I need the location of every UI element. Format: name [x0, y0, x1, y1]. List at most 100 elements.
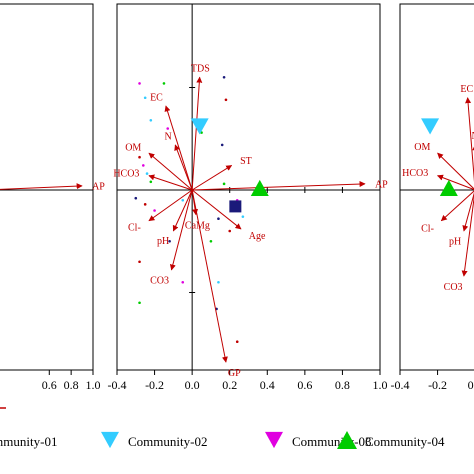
x-tick-label: 0.8: [64, 378, 79, 392]
sample-point: [153, 209, 156, 212]
sample-point: [143, 96, 147, 100]
x-tick-label: 0.6: [297, 378, 312, 392]
legend-marker-community-03: [265, 431, 283, 449]
vector-label-tds: TDS: [191, 63, 210, 74]
sample-point: [181, 280, 185, 284]
vector-label-age: Age: [249, 231, 266, 242]
x-tick-label: -0.2: [428, 378, 447, 392]
x-tick-label: 0.0: [185, 378, 200, 392]
vector-label-hco3: HCO3: [402, 168, 428, 179]
plot-frame: [116, 3, 381, 371]
sample-point: [168, 239, 171, 243]
sample-point: [209, 239, 213, 243]
x-tick-label: 1.0: [373, 378, 388, 392]
vector-arrow-ph: [462, 192, 474, 232]
plot-frame: [0, 3, 94, 371]
sample-point: [222, 75, 226, 79]
sample-point: [138, 155, 141, 159]
sample-point: [145, 172, 149, 175]
vector-arrow-om: [148, 152, 193, 191]
sample-point: [162, 82, 166, 85]
vector-arrow-hco3: [148, 174, 193, 191]
vector-label-cl-: Cl-: [128, 223, 141, 234]
legend-label-community-03: Community-03: [292, 434, 371, 449]
sample-point: [134, 196, 138, 200]
vector-arrow-cl-: [148, 189, 193, 222]
vector-label-co3: CO3: [444, 282, 463, 293]
sample-point: [142, 164, 145, 167]
sample-point: [138, 301, 141, 305]
centroid-community-02: [421, 118, 440, 135]
x-tick-label: 0.2: [222, 378, 237, 392]
vector-arrow-om: [437, 152, 474, 190]
vector-label-n: N: [472, 131, 474, 142]
vector-label-n: N: [164, 132, 171, 143]
x-tick-label: 0.6: [42, 378, 57, 392]
legend: Community-01 Community-02 Community-03Comm…: [0, 407, 445, 449]
legend-marker-community-04: [337, 431, 357, 449]
sample-point: [138, 260, 141, 264]
vector-label-ec: EC: [150, 92, 163, 103]
vector-label-hco3: HCO3: [113, 168, 139, 179]
vector-label-cl-: Cl-: [421, 223, 434, 234]
vector-arrow-ec: [164, 105, 193, 191]
vector-arrow-tds: [191, 76, 203, 191]
vector-arrow-cl-: [440, 190, 474, 222]
sample-point: [217, 280, 220, 284]
vector-arrow-co3: [169, 189, 193, 271]
vector-label-gp: GP: [228, 368, 241, 379]
sample-point: [224, 98, 228, 102]
middle-panel: -0.4 -0.2 0.0 0.2 0.4 0.6 0.8 1.0 AP TDS EC N OM HCO3…: [108, 3, 388, 392]
vector-label-camg: CaMg: [185, 220, 210, 231]
sample-point: [222, 182, 226, 186]
sample-point: [138, 82, 141, 85]
centroid-community-02: [190, 118, 209, 135]
vector-label-om: OM: [414, 142, 430, 153]
vector-arrow-st: [191, 164, 233, 191]
sample-point: [228, 229, 232, 233]
x-tick-label: -0.2: [145, 378, 164, 392]
vector-arrow-age: [191, 189, 242, 230]
x-tick-label: -0.4: [108, 378, 127, 392]
vector-label-co3: CO3: [150, 276, 169, 287]
x-tick-label: 0.8: [335, 378, 350, 392]
vector-label-ap: AP: [375, 179, 388, 190]
legend-label-community-02: Community-02: [128, 434, 207, 449]
x-tick-label: 0.0: [468, 378, 474, 392]
sample-point: [220, 143, 224, 147]
vector-label-om: OM: [125, 143, 141, 154]
centroid-community-04: [250, 179, 269, 197]
vector-label-ec: EC: [460, 84, 473, 95]
vector-arrow-ap: [0, 183, 83, 190]
left-panel: 0.6 0.8 1.0 AP: [0, 3, 105, 392]
sample-point: [149, 180, 153, 184]
x-tick-label: -0.4: [391, 378, 410, 392]
plot-frame: [399, 3, 474, 371]
sample-point: [217, 217, 220, 220]
vector-label-st: ST: [240, 156, 252, 167]
vector-label-ph: pH: [449, 237, 461, 248]
sample-point: [166, 127, 170, 130]
vector-arrow-ap: [192, 181, 366, 191]
right-panel: -0.4 -0.2 0.0 EC N OM HCO3 Cl-pH CO3: [391, 3, 474, 392]
vector-arrow-ph: [172, 189, 193, 232]
sample-point: [235, 340, 239, 344]
sample-point: [241, 215, 245, 218]
vector-arrow-ec: [465, 97, 474, 183]
sample-point: [149, 119, 153, 122]
legend-label-community-04: Community-04: [365, 434, 445, 449]
x-tick-label: 1.0: [86, 378, 101, 392]
centroid-community-01: [229, 200, 242, 213]
legend-label-community-01: Community-01: [0, 434, 57, 449]
vector-label-ap: AP: [92, 181, 105, 192]
centroid-community-04: [439, 179, 458, 197]
sample-point: [181, 198, 185, 202]
vector-label-ph: pH: [157, 236, 169, 247]
vector-arrow-n: [174, 144, 193, 191]
sample-point: [143, 203, 147, 206]
vector-arrow-hco3: [437, 174, 474, 191]
legend-marker-community-02: [101, 431, 119, 449]
x-tick-label: 0.4: [260, 378, 275, 392]
